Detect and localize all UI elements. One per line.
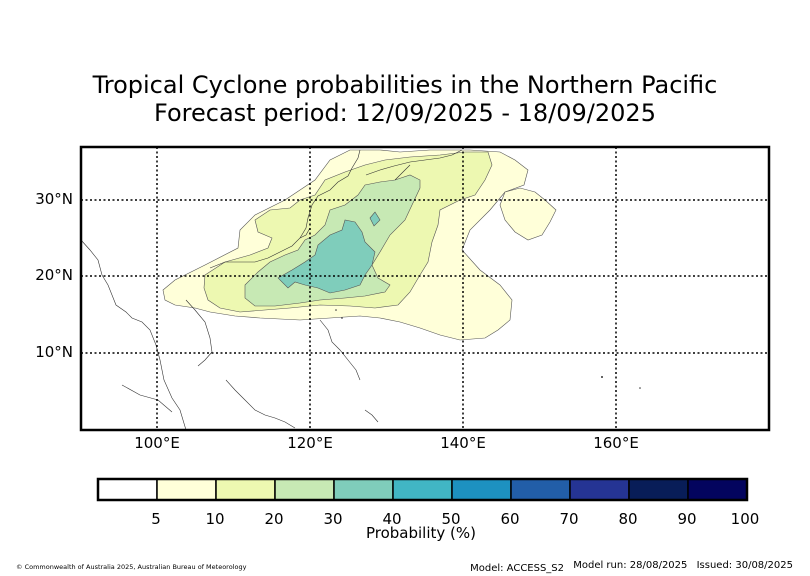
colorbar-frame (96, 477, 749, 502)
colorbar-swatch (510, 478, 571, 501)
gridlines (81, 147, 769, 430)
lon-label-120e: 120°E (287, 434, 333, 452)
lat-label-10n: 10°N (35, 343, 73, 361)
colorbar-tick: 30 (323, 510, 343, 528)
region-30-40-north (369, 211, 381, 227)
colorbar-swatch (97, 478, 158, 501)
coastlines (81, 149, 463, 430)
title-line-1: Tropical Cyclone probabilities in the No… (92, 71, 718, 99)
colorbar-tick: 80 (618, 510, 638, 528)
colorbar-tick: 5 (151, 510, 161, 528)
copyright-notice: © Commonwealth of Australia 2025, Austra… (16, 563, 247, 571)
colorbar-tick: 20 (264, 510, 284, 528)
colorbar-tick: 40 (382, 510, 402, 528)
model-run-date: Model run: 28/08/2025 (573, 560, 688, 571)
colorbar-tick: 10 (205, 510, 225, 528)
lon-label-100e: 100°E (134, 434, 180, 452)
colorbar-swatch (215, 478, 276, 501)
title-line-2: Forecast period: 12/09/2025 - 18/09/2025 (154, 99, 656, 127)
colorbar-swatch (392, 478, 453, 501)
colorbar-swatch (451, 478, 512, 501)
islands (335, 309, 641, 389)
colorbar-tick: 70 (559, 510, 579, 528)
colorbar-tick: 60 (500, 510, 520, 528)
model-name: Model: ACCESS_S2 (470, 563, 565, 574)
region-30-40 (277, 219, 376, 294)
colorbar-swatch (156, 478, 217, 501)
colorbar-swatch (569, 478, 630, 501)
lon-label-160e: 160°E (593, 434, 639, 452)
colorbar-swatch (687, 478, 748, 501)
colorbar-tick: 90 (677, 510, 697, 528)
colorbar-label: Probability (%) (365, 524, 477, 542)
footer-info: Model: ACCESS_S2 Model run: 28/08/2025 I… (464, 560, 793, 574)
issued-date: Issued: 30/08/2025 (696, 560, 793, 571)
colorbar-tick: 50 (441, 510, 461, 528)
lat-label-20n: 20°N (35, 266, 73, 284)
colorbar-swatch (628, 478, 689, 501)
colorbar (96, 477, 749, 502)
region-5-10-east (499, 187, 557, 241)
lon-label-140e: 140°E (440, 434, 486, 452)
map-frame (79, 145, 771, 432)
colorbar-tick: 100 (730, 510, 760, 528)
lat-label-30n: 30°N (35, 190, 73, 208)
colorbar-swatch (333, 478, 394, 501)
colorbar-swatch (274, 478, 335, 501)
